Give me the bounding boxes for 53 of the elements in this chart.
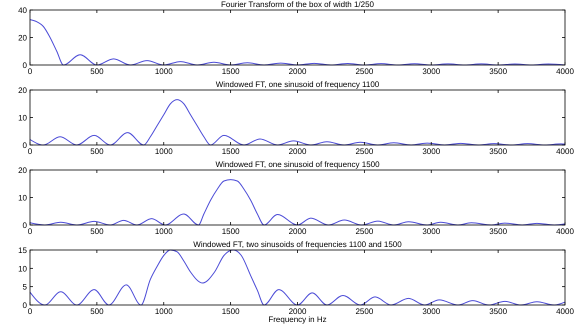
y-tick-label: 10 [18, 264, 28, 274]
x-tick-label: 500 [90, 67, 104, 76]
y-tick-label: 15 [18, 246, 28, 255]
line-series [30, 179, 566, 226]
x-tick-label: 4000 [556, 307, 574, 316]
y-tick-label: 10 [18, 194, 28, 202]
x-tick-label: 3000 [422, 67, 441, 76]
x-tick-label: 500 [90, 307, 104, 316]
x-tick-label: 3500 [489, 227, 508, 236]
x-tick-label: 4000 [556, 147, 574, 156]
y-tick-label: 40 [18, 6, 28, 15]
x-tick-label: 4000 [556, 67, 574, 76]
x-tick-label: 2500 [355, 147, 374, 156]
y-tick-label: 0 [22, 61, 28, 70]
x-tick-label: 1500 [222, 67, 240, 76]
line-series [30, 250, 566, 306]
chart-title: Fourier Transform of the box of width 1/250 [221, 0, 375, 9]
y-tick-label: 0 [22, 221, 28, 230]
x-tick-label: 2500 [355, 67, 374, 76]
x-tick-label: 2000 [288, 227, 307, 236]
x-tick-label: 2000 [288, 67, 307, 76]
x-tick-label: 2000 [288, 307, 307, 316]
y-tick-label: 5 [22, 282, 28, 292]
x-tick-label: 2000 [288, 147, 307, 156]
x-tick-label: 1000 [154, 67, 174, 76]
y-tick-label: 10 [18, 114, 28, 122]
x-tick-label: 1000 [154, 147, 174, 156]
line-series [30, 99, 566, 146]
x-tick-label: 500 [90, 227, 104, 236]
x-axis-title: Frequency in Hz [268, 315, 327, 324]
x-tick-label: 3500 [489, 307, 508, 316]
y-tick-label: 20 [18, 166, 28, 175]
chart-title: Windowed FT, one sinusoid of frequency 1100 [216, 80, 380, 89]
chart-title: Windowed FT, two sinusoids of frequencies 1100 and 1500 [193, 240, 402, 249]
y-tick-label: 20 [18, 86, 28, 95]
x-tick-label: 3500 [489, 147, 508, 156]
y-tick-label: 0 [22, 141, 28, 150]
x-tick-label: 1500 [222, 147, 240, 156]
x-tick-label: 1000 [154, 227, 174, 236]
x-tick-label: 1500 [222, 307, 240, 316]
x-tick-label: 1500 [222, 227, 240, 236]
chart-title: Windowed FT, one sinusoid of frequency 1500 [215, 160, 380, 169]
x-tick-label: 3000 [422, 307, 441, 316]
x-tick-label: 1000 [154, 307, 174, 316]
x-tick-label: 4000 [556, 227, 574, 236]
x-tick-label: 2500 [355, 307, 374, 316]
y-tick-label: 20 [18, 34, 28, 42]
x-tick-label: 3000 [422, 147, 441, 156]
x-tick-label: 500 [90, 147, 104, 156]
y-tick-label: 0 [22, 301, 28, 310]
x-tick-label: 3500 [489, 67, 508, 76]
x-tick-label: 2500 [355, 227, 374, 236]
x-tick-label: 3000 [422, 227, 441, 236]
